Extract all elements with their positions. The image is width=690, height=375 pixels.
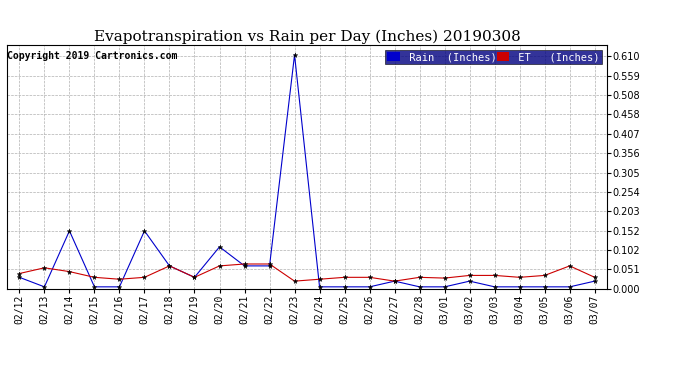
- Title: Evapotranspiration vs Rain per Day (Inches) 20190308: Evapotranspiration vs Rain per Day (Inch…: [94, 30, 520, 44]
- Legend:  Rain  (Inches),  ET   (Inches): Rain (Inches), ET (Inches): [385, 50, 602, 64]
- Text: Copyright 2019 Cartronics.com: Copyright 2019 Cartronics.com: [7, 51, 177, 61]
